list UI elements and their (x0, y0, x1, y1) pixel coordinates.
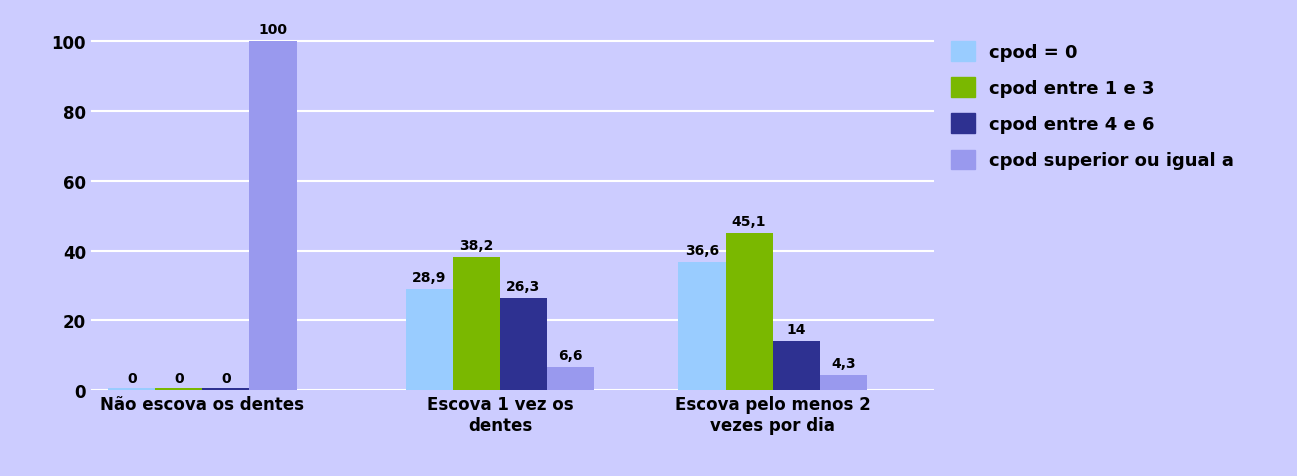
Bar (202, 388, 249, 390)
Text: 0: 0 (127, 371, 136, 385)
Bar (773, 342, 820, 390)
Bar (406, 290, 453, 390)
Bar (108, 388, 156, 390)
Text: 36,6: 36,6 (685, 244, 719, 258)
Text: 28,9: 28,9 (412, 270, 446, 285)
Bar (820, 376, 866, 390)
Text: 14: 14 (786, 322, 805, 337)
Text: 38,2: 38,2 (459, 238, 494, 252)
Bar (725, 233, 773, 390)
Bar (156, 388, 202, 390)
Legend: cpod = 0, cpod entre 1 e 3, cpod entre 4 e 6, cpod superior ou igual a: cpod = 0, cpod entre 1 e 3, cpod entre 4… (951, 42, 1233, 170)
Text: 0: 0 (174, 371, 184, 385)
Bar (499, 299, 547, 390)
Bar (547, 367, 594, 390)
Text: 0: 0 (220, 371, 231, 385)
Bar (678, 263, 725, 390)
Text: 100: 100 (258, 23, 288, 37)
Bar (453, 258, 499, 390)
Text: 45,1: 45,1 (732, 214, 767, 228)
Text: 26,3: 26,3 (506, 279, 541, 294)
Text: 6,6: 6,6 (558, 348, 582, 362)
Text: 4,3: 4,3 (831, 356, 856, 370)
Bar (249, 42, 297, 390)
